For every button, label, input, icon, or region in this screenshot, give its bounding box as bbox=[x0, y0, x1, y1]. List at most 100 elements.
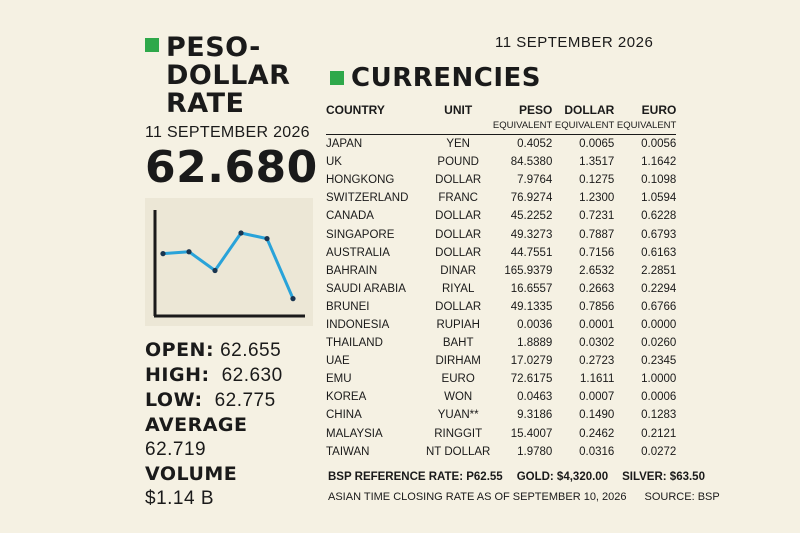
table-row: INDONESIA RUPIAH 0.0036 0.0001 0.0000 bbox=[326, 316, 676, 334]
country-cell: BAHRAIN bbox=[326, 264, 378, 277]
silver-price: SILVER: $63.50 bbox=[622, 471, 705, 483]
euro-cell: 1.0594 bbox=[641, 192, 677, 205]
dollar-cell: 2.6532 bbox=[579, 264, 615, 277]
high-value: 62.630 bbox=[221, 365, 283, 386]
country-cell: TAIWAN bbox=[326, 445, 370, 458]
header-unit: UNIT bbox=[444, 103, 473, 117]
dollar-cell: 0.2663 bbox=[579, 282, 615, 295]
table-row: UAE DIRHAM 17.0279 0.2723 0.2345 bbox=[326, 352, 676, 370]
peso-cell: 9.3186 bbox=[517, 409, 553, 422]
peso-cell: 49.3273 bbox=[510, 228, 553, 241]
reference-rates: BSP REFERENCE RATE: P62.55 GOLD: $4,320.0… bbox=[328, 471, 719, 483]
table-row: SAUDI ARABIA RIYAL 16.6557 0.2663 0.2294 bbox=[326, 280, 676, 298]
table-row: BAHRAIN DINAR 165.9379 2.6532 2.2851 bbox=[326, 262, 676, 280]
volume-value: $1.14 B bbox=[145, 488, 214, 509]
dollar-cell: 0.2462 bbox=[579, 427, 615, 440]
euro-cell: 0.1098 bbox=[641, 174, 677, 187]
peso-cell: 1.8889 bbox=[517, 337, 553, 350]
peso-cell: 15.4007 bbox=[510, 427, 553, 440]
chart-point bbox=[238, 230, 244, 236]
euro-cell: 0.6766 bbox=[641, 300, 677, 313]
dollar-cell: 0.2723 bbox=[579, 355, 615, 368]
dollar-cell: 0.7887 bbox=[579, 228, 615, 241]
low-label: LOW: bbox=[145, 389, 203, 411]
dollar-cell: 0.7156 bbox=[579, 246, 615, 259]
euro-cell: 0.0260 bbox=[641, 337, 677, 350]
peso-cell: 45.2252 bbox=[510, 210, 553, 223]
currencies-title: CURRENCIES bbox=[351, 63, 541, 93]
unit-cell: DOLLAR bbox=[435, 174, 482, 187]
rate-chart bbox=[145, 198, 313, 326]
euro-cell: 0.2294 bbox=[641, 282, 677, 295]
table-row: SINGAPORE DOLLAR 49.3273 0.7887 0.6793 bbox=[326, 225, 676, 243]
green-square-icon bbox=[145, 38, 159, 52]
dollar-cell: 0.0065 bbox=[579, 138, 615, 151]
table-row: MALAYSIA RINGGIT 15.4007 0.2462 0.2121 bbox=[326, 425, 676, 443]
country-cell: AUSTRALIA bbox=[326, 246, 390, 259]
peso-cell: 165.9379 bbox=[504, 264, 553, 277]
euro-cell: 0.0006 bbox=[641, 391, 677, 404]
dollar-cell: 0.0316 bbox=[579, 445, 615, 458]
average-label: AVERAGE bbox=[145, 414, 248, 436]
dollar-cell: 0.7231 bbox=[579, 210, 615, 223]
unit-cell: YEN bbox=[446, 138, 470, 151]
high-label: HIGH: bbox=[145, 364, 210, 386]
peso-cell: 76.9274 bbox=[510, 192, 553, 205]
unit-cell: DOLLAR bbox=[435, 210, 482, 223]
peso-dollar-title-row: PESO- DOLLAR RATE bbox=[145, 34, 315, 118]
table-row: EMU EURO 72.6175 1.1611 1.0000 bbox=[326, 370, 676, 388]
gold-price: GOLD: $4,320.00 bbox=[516, 471, 609, 483]
subheader-euro: EQUIVALENT bbox=[614, 118, 677, 135]
country-cell: UAE bbox=[326, 355, 350, 368]
euro-cell: 0.2345 bbox=[641, 355, 677, 368]
country-cell: THAILAND bbox=[326, 337, 383, 350]
euro-cell: 0.0056 bbox=[641, 138, 677, 151]
left-date: 11 SEPTEMBER 2026 bbox=[145, 124, 310, 141]
peso-cell: 1.9780 bbox=[517, 445, 553, 458]
table-row: AUSTRALIA DOLLAR 44.7551 0.7156 0.6163 bbox=[326, 244, 676, 262]
volume-label-line: VOLUME bbox=[145, 462, 325, 487]
source-note: SOURCE: BSP bbox=[644, 491, 720, 503]
volume-label: VOLUME bbox=[145, 463, 238, 485]
unit-cell: YUAN** bbox=[437, 409, 479, 422]
closing-note: ASIAN TIME CLOSING RATE AS OF SEPTEMBER … bbox=[328, 491, 627, 503]
unit-cell: RUPIAH bbox=[436, 318, 480, 331]
table-header-row: COUNTRY UNIT PESO DOLLAR EURO bbox=[326, 102, 676, 118]
table-row: TAIWAN NT DOLLAR 1.9780 0.0316 0.0272 bbox=[326, 443, 676, 461]
closing-rate: 62.680 bbox=[145, 142, 318, 193]
unit-cell: DOLLAR bbox=[435, 300, 482, 313]
table-subheader-row: EQUIVALENT EQUIVALENT EQUIVALENT bbox=[326, 118, 677, 135]
table-row: BRUNEI DOLLAR 49.1335 0.7856 0.6766 bbox=[326, 298, 676, 316]
dollar-cell: 0.1275 bbox=[579, 174, 615, 187]
table-row: KOREA WON 0.0463 0.0007 0.0006 bbox=[326, 388, 676, 406]
table-row: CHINA YUAN** 9.3186 0.1490 0.1283 bbox=[326, 406, 676, 424]
dollar-cell: 0.0302 bbox=[579, 337, 615, 350]
euro-cell: 0.2121 bbox=[641, 427, 677, 440]
header-country: COUNTRY bbox=[326, 103, 385, 117]
chart-point bbox=[290, 296, 296, 302]
table-row: HONGKONG DOLLAR 7.9764 0.1275 0.1098 bbox=[326, 171, 676, 189]
peso-cell: 7.9764 bbox=[517, 174, 553, 187]
dollar-cell: 0.7856 bbox=[579, 300, 615, 313]
unit-cell: DOLLAR bbox=[435, 246, 482, 259]
chart-point bbox=[264, 236, 270, 242]
rate-chart-svg bbox=[153, 210, 305, 318]
peso-cell: 72.6175 bbox=[510, 373, 553, 386]
rate-stats: OPEN: 62.655 HIGH: 62.630 LOW: 62.775 AVERA… bbox=[145, 338, 325, 511]
table-row: JAPAN YEN 0.4052 0.0065 0.0056 bbox=[326, 135, 676, 154]
open-value: 62.655 bbox=[220, 340, 282, 361]
unit-cell: RINGGIT bbox=[434, 427, 483, 440]
country-cell: CANADA bbox=[326, 210, 374, 223]
peso-cell: 44.7551 bbox=[510, 246, 553, 259]
open-label: OPEN: bbox=[145, 339, 215, 361]
header-dollar: DOLLAR bbox=[564, 103, 615, 117]
unit-cell: RIYAL bbox=[441, 282, 475, 295]
unit-cell: EURO bbox=[441, 373, 475, 386]
euro-cell: 0.0000 bbox=[641, 318, 677, 331]
unit-cell: DIRHAM bbox=[435, 355, 481, 368]
unit-cell: WON bbox=[444, 391, 473, 404]
peso-dollar-panel: PESO- DOLLAR RATE 11 SEPTEMBER 2026 62.6… bbox=[145, 34, 318, 193]
header-euro: EURO bbox=[641, 103, 677, 117]
euro-cell: 0.6163 bbox=[641, 246, 677, 259]
country-cell: INDONESIA bbox=[326, 318, 390, 331]
